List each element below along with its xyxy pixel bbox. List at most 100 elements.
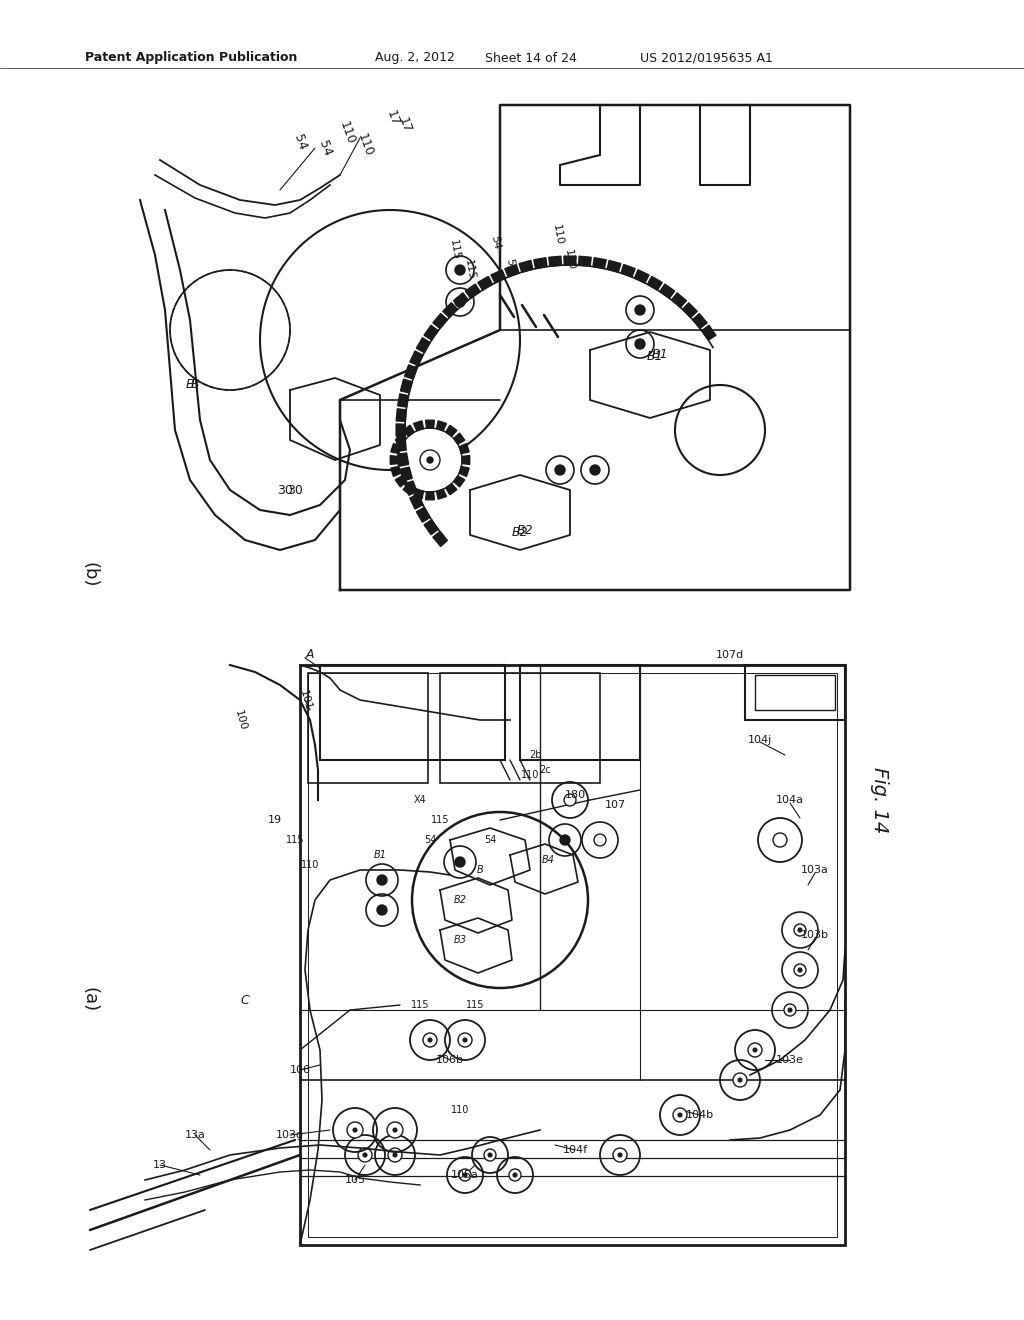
Circle shape — [358, 1148, 372, 1162]
Circle shape — [788, 1008, 792, 1012]
Bar — [308, 673, 837, 1237]
Text: 103g: 103g — [275, 1130, 304, 1140]
Text: 115: 115 — [286, 836, 304, 845]
Polygon shape — [403, 483, 414, 495]
Polygon shape — [417, 338, 430, 352]
Polygon shape — [397, 393, 409, 407]
Circle shape — [362, 1152, 367, 1158]
Polygon shape — [672, 293, 686, 308]
Text: 107d: 107d — [716, 649, 744, 660]
Polygon shape — [454, 433, 465, 444]
Circle shape — [798, 928, 802, 932]
Circle shape — [463, 1173, 467, 1177]
Text: 54: 54 — [504, 257, 516, 273]
Circle shape — [377, 875, 387, 884]
Text: 105a: 105a — [451, 1170, 479, 1180]
Polygon shape — [647, 276, 663, 290]
Text: 2b: 2b — [528, 750, 542, 760]
Polygon shape — [505, 264, 519, 277]
Polygon shape — [659, 284, 675, 298]
Text: 110: 110 — [337, 120, 357, 147]
Text: 110: 110 — [301, 861, 319, 870]
Polygon shape — [404, 364, 417, 379]
Text: 104b: 104b — [686, 1110, 714, 1119]
Polygon shape — [397, 453, 409, 466]
Text: B: B — [476, 865, 483, 875]
Circle shape — [484, 1148, 496, 1162]
Bar — [308, 673, 428, 783]
Circle shape — [459, 1170, 471, 1181]
Text: 106: 106 — [290, 1065, 310, 1074]
Polygon shape — [478, 276, 493, 290]
Polygon shape — [445, 425, 457, 437]
Circle shape — [748, 1043, 762, 1057]
Circle shape — [455, 297, 465, 308]
Bar — [440, 673, 600, 783]
Polygon shape — [433, 532, 447, 546]
Text: 104f: 104f — [562, 1144, 588, 1155]
Text: 180: 180 — [564, 789, 586, 800]
Circle shape — [423, 1034, 437, 1047]
Text: B2: B2 — [517, 524, 534, 536]
Polygon shape — [391, 466, 400, 477]
Polygon shape — [462, 455, 470, 465]
Text: 110: 110 — [551, 224, 565, 247]
Polygon shape — [424, 325, 438, 341]
Circle shape — [798, 968, 802, 972]
Polygon shape — [391, 444, 400, 454]
Text: B1: B1 — [651, 348, 669, 362]
Text: B: B — [185, 379, 195, 392]
Polygon shape — [414, 421, 424, 430]
Circle shape — [455, 265, 465, 275]
Polygon shape — [635, 269, 649, 282]
Text: 110: 110 — [355, 132, 375, 158]
Text: 30: 30 — [278, 483, 293, 496]
Text: 106b: 106b — [436, 1055, 464, 1065]
Text: 103a: 103a — [801, 865, 829, 875]
Bar — [755, 675, 835, 710]
Circle shape — [564, 795, 575, 807]
Polygon shape — [454, 293, 468, 308]
Polygon shape — [549, 256, 561, 267]
Polygon shape — [426, 420, 434, 428]
Polygon shape — [410, 495, 423, 510]
Polygon shape — [433, 314, 447, 329]
Text: 13a: 13a — [184, 1130, 206, 1140]
Text: 115: 115 — [466, 1001, 484, 1010]
Circle shape — [388, 1148, 402, 1162]
Text: (a): (a) — [81, 987, 99, 1012]
Polygon shape — [519, 260, 532, 272]
Text: 17: 17 — [384, 108, 401, 128]
Circle shape — [635, 305, 645, 315]
Text: C: C — [241, 994, 250, 1006]
Text: 54: 54 — [316, 139, 334, 157]
Circle shape — [784, 1005, 796, 1016]
Circle shape — [794, 924, 806, 936]
Polygon shape — [564, 256, 577, 265]
Circle shape — [560, 836, 570, 845]
Text: 103e: 103e — [776, 1055, 804, 1065]
Circle shape — [387, 1122, 403, 1138]
Bar — [520, 665, 640, 760]
Circle shape — [594, 834, 606, 846]
Circle shape — [455, 857, 465, 867]
Polygon shape — [459, 444, 469, 454]
Circle shape — [393, 1129, 397, 1133]
Text: 19: 19 — [268, 814, 282, 825]
Text: Aug. 2, 2012: Aug. 2, 2012 — [375, 51, 455, 65]
Bar — [745, 665, 845, 719]
Bar — [319, 665, 505, 760]
Polygon shape — [396, 409, 407, 421]
Circle shape — [377, 906, 387, 915]
Polygon shape — [410, 351, 423, 366]
Text: 54: 54 — [291, 132, 309, 152]
Polygon shape — [414, 490, 424, 499]
Polygon shape — [400, 379, 413, 393]
Polygon shape — [400, 467, 413, 480]
Text: 2c: 2c — [540, 766, 551, 775]
Circle shape — [428, 1038, 432, 1041]
Circle shape — [753, 1048, 757, 1052]
Polygon shape — [396, 438, 407, 451]
Text: 30: 30 — [287, 483, 303, 496]
Polygon shape — [692, 314, 708, 329]
